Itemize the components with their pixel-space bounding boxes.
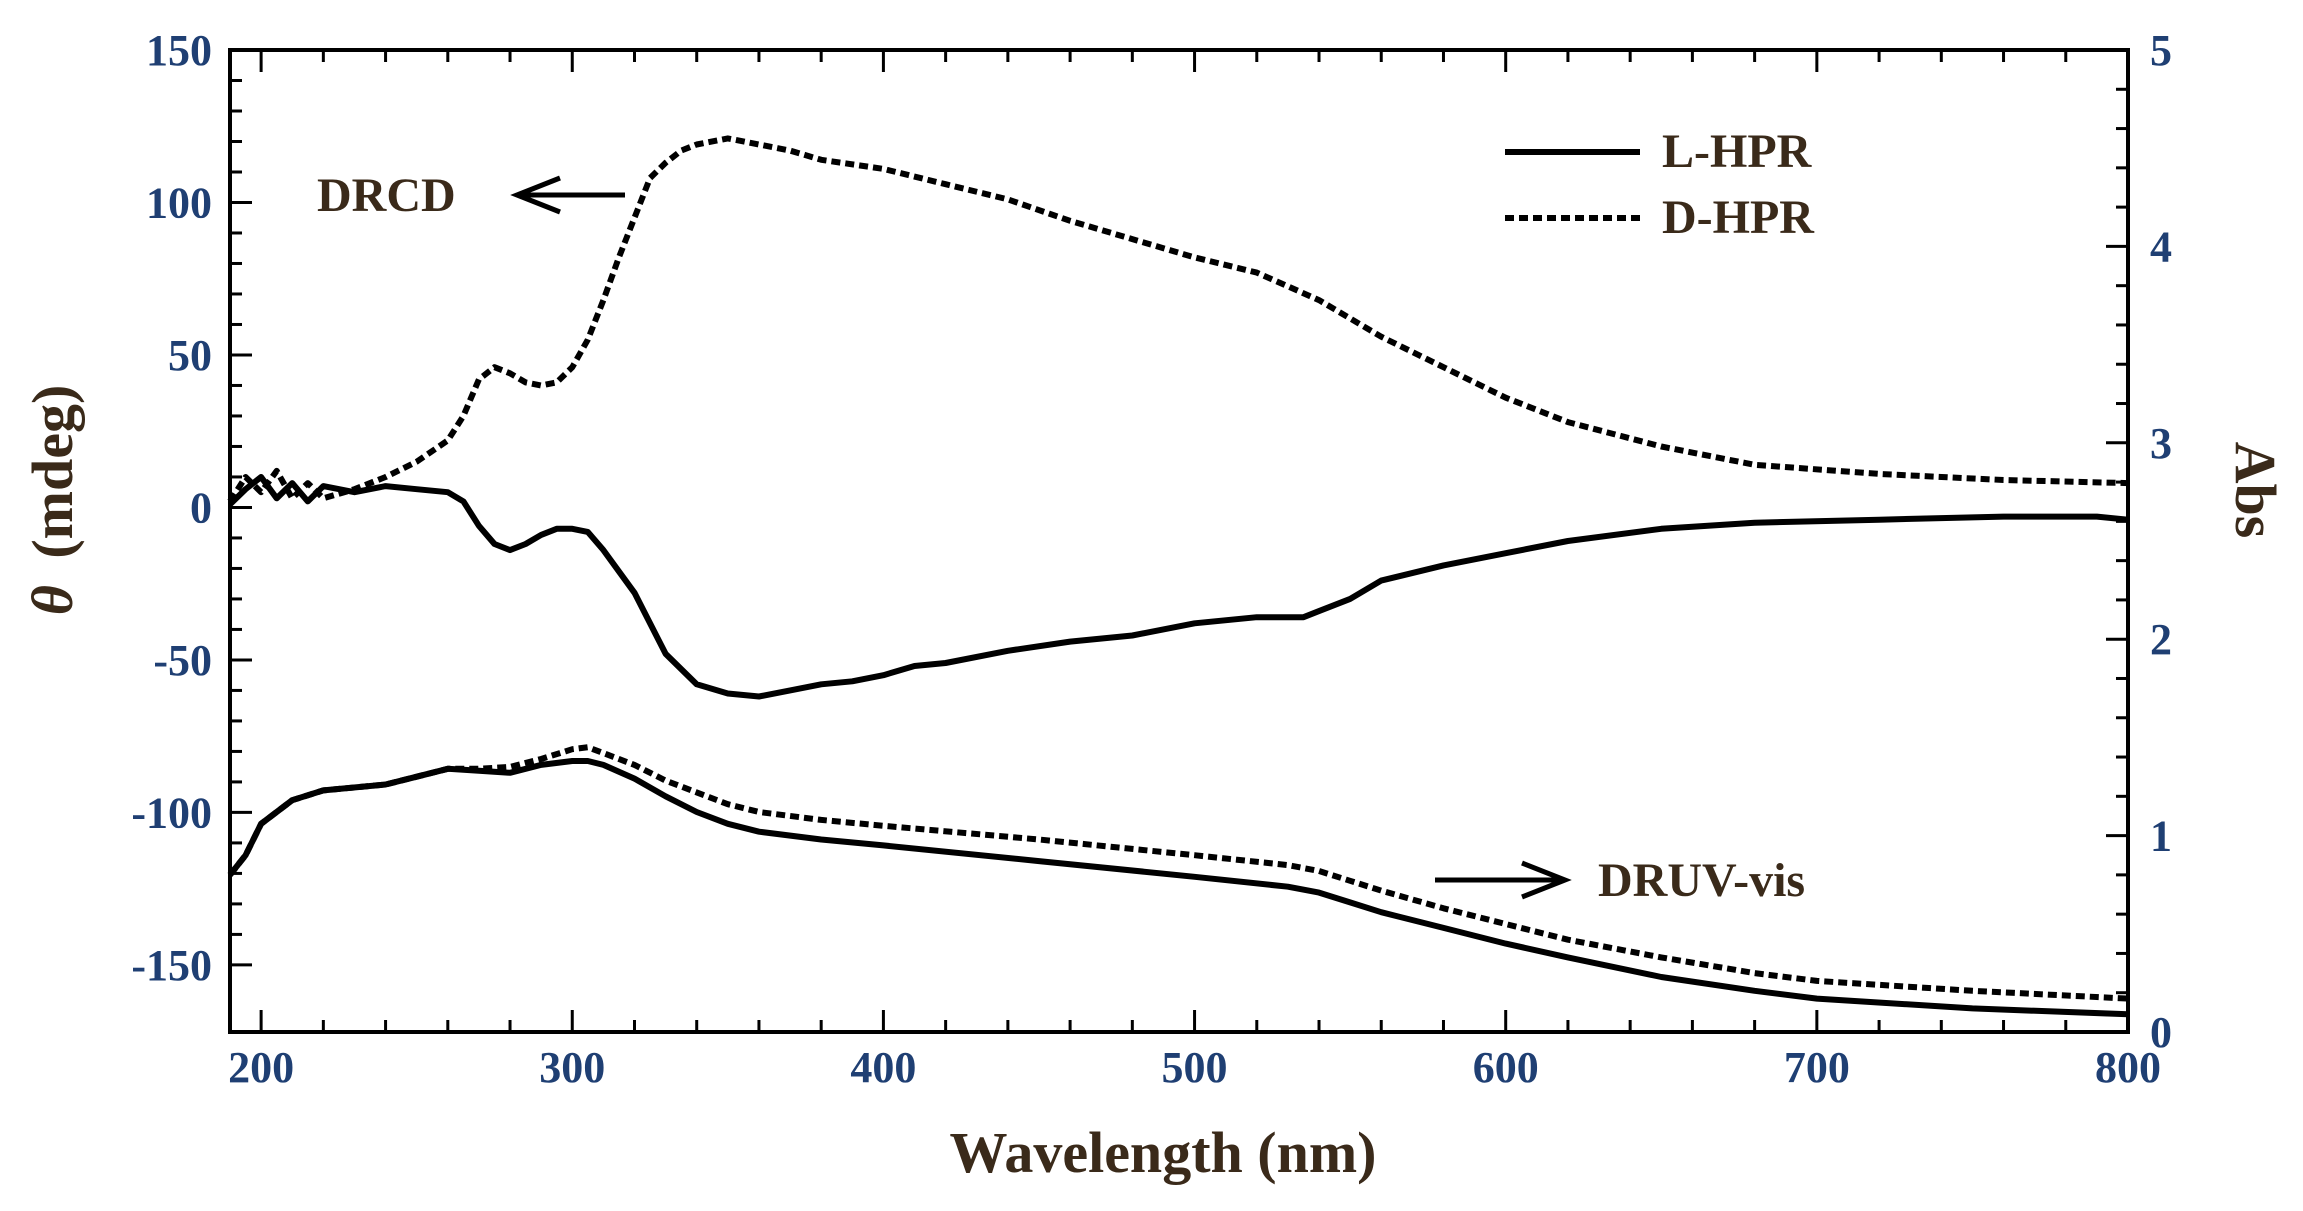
series-group	[227, 135, 2129, 1018]
annotation-druv-vis: DRUV-vis	[1435, 854, 1805, 907]
y-left-axis-symbol: θ	[20, 585, 85, 615]
tick-labels-group: 200 300 400 500 600 700 800150100500-50-100-15…	[131, 26, 2172, 1092]
y-left-tick-label: 0	[190, 483, 212, 532]
x-tick-label: 500	[1162, 1043, 1228, 1092]
y-right-tick-label: 4	[2150, 222, 2172, 271]
legend-label-l-hpr: L-HPR	[1662, 125, 1813, 178]
y-right-tick-label: 2	[2150, 615, 2172, 664]
y-left-axis-unit: (mdeg)	[20, 385, 85, 559]
legend: L-HPR D-HPR	[1505, 125, 1815, 244]
y-left-tick-label: -50	[153, 636, 212, 685]
y-right-tick-label: 3	[2150, 419, 2172, 468]
series-l-hpr-drcd	[227, 474, 2129, 700]
x-tick-label: 700	[1784, 1043, 1850, 1092]
y-left-tick-label: -100	[131, 788, 212, 837]
y-left-axis-title: θ (mdeg)	[20, 385, 85, 616]
y-left-tick-label: 50	[168, 331, 212, 380]
x-axis-title: Wavelength (nm)	[950, 1120, 1377, 1185]
series-d-hpr-druv-vis	[227, 744, 2129, 1002]
y-left-tick-label: 100	[146, 178, 212, 227]
y-left-tick-label: 150	[146, 26, 212, 75]
y-right-tick-label: 0	[2150, 1008, 2172, 1057]
plot-frame	[228, 48, 2130, 1034]
ticks-group	[230, 48, 2130, 1034]
annotation-druv-arrow-head	[1521, 860, 1572, 900]
x-tick-label: 800	[2095, 1043, 2161, 1092]
annotation-drcd-arrow-head	[510, 175, 561, 215]
x-tick-label: 200	[228, 1043, 294, 1092]
y-left-tick-label: -150	[131, 941, 212, 990]
annotation-druv-label: DRUV-vis	[1598, 854, 1805, 907]
annotation-drcd: DRCD	[317, 169, 625, 222]
annotation-drcd-label: DRCD	[317, 169, 456, 222]
x-tick-label: 600	[1473, 1043, 1539, 1092]
x-tick-label: 300	[539, 1043, 605, 1092]
series-l-hpr-druv-vis	[227, 758, 2129, 1018]
series-d-hpr-drcd	[227, 135, 2129, 504]
y-right-tick-label: 1	[2150, 812, 2172, 861]
x-tick-label: 400	[850, 1043, 916, 1092]
y-right-tick-label: 5	[2150, 26, 2172, 75]
legend-label-d-hpr: D-HPR	[1662, 191, 1815, 244]
y-right-axis-title: Abs	[2223, 442, 2288, 539]
